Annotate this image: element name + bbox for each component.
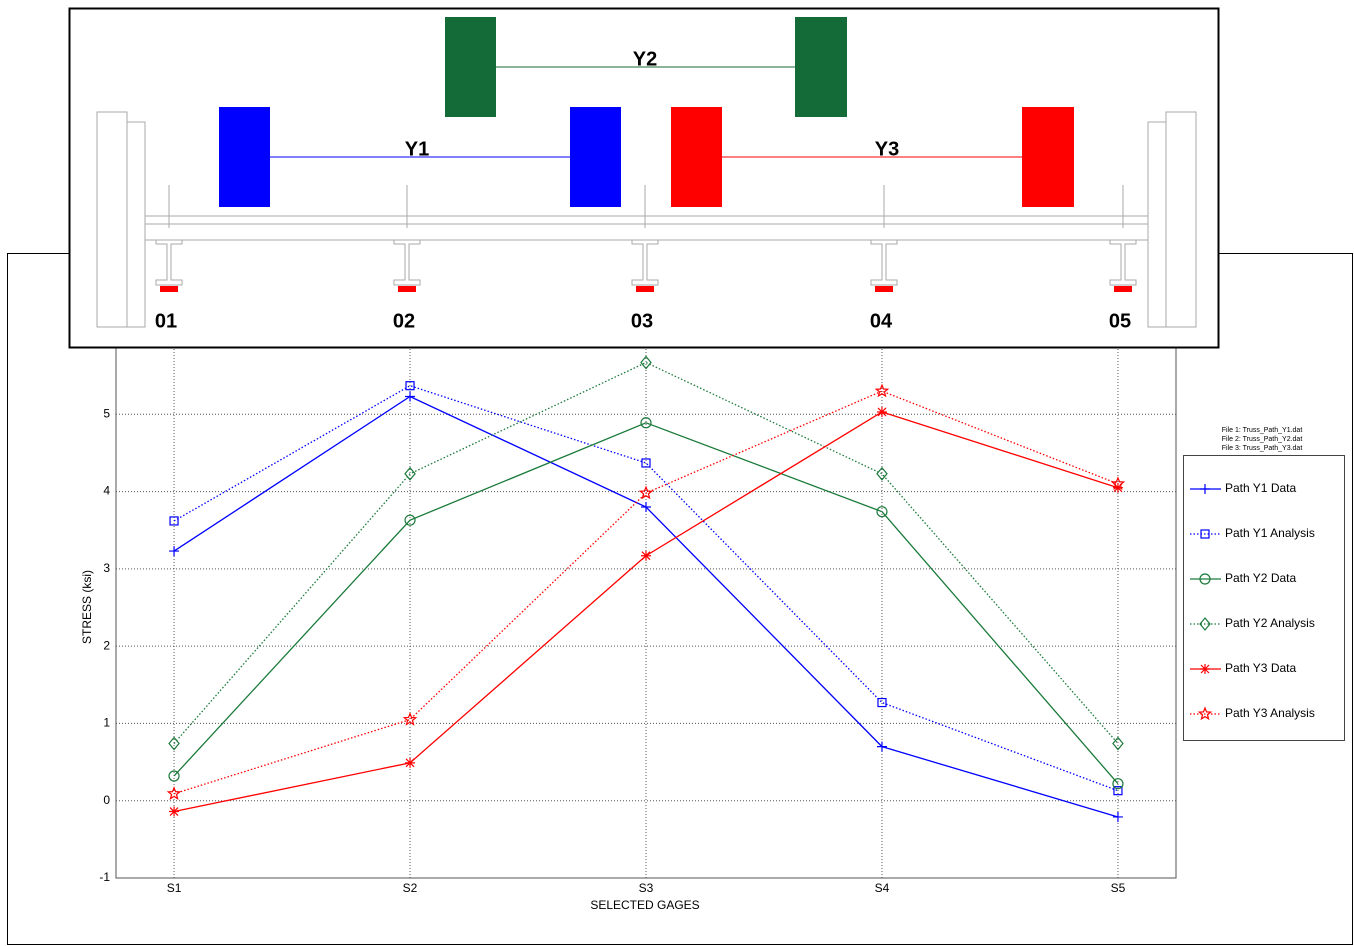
series-line bbox=[173, 422, 1119, 785]
marker bbox=[168, 736, 180, 751]
x-tick-label: S2 bbox=[403, 881, 418, 895]
file-note: File 3: Truss_Path_Y3.dat bbox=[1222, 445, 1303, 452]
marker bbox=[402, 711, 418, 726]
file-note: File 2: Truss_Path_Y2.dat bbox=[1222, 436, 1303, 443]
marker bbox=[1199, 617, 1211, 631]
girder bbox=[393, 239, 421, 286]
legend-label: Path Y2 Data bbox=[1225, 571, 1296, 585]
girder bbox=[631, 239, 659, 286]
y-tick-label: 0 bbox=[103, 793, 110, 807]
wheel bbox=[570, 107, 621, 207]
gage bbox=[160, 286, 178, 292]
wheel bbox=[671, 107, 722, 207]
marker bbox=[1112, 778, 1124, 790]
y-tick-label: 3 bbox=[103, 561, 110, 575]
series-line bbox=[173, 361, 1119, 744]
wheel bbox=[1022, 107, 1074, 207]
x-tick-label: S3 bbox=[639, 881, 654, 895]
marker bbox=[405, 757, 416, 768]
legend-label: Path Y1 Data bbox=[1225, 481, 1296, 495]
wheel bbox=[445, 17, 496, 117]
y-tick-label: -1 bbox=[99, 870, 110, 884]
marker bbox=[641, 502, 651, 513]
marker bbox=[1112, 736, 1124, 751]
bridge-diagram: Y1 Y2 Y3 01 02 03 04 05 bbox=[68, 7, 1220, 349]
gage-label: 02 bbox=[393, 310, 415, 332]
marker bbox=[876, 741, 887, 752]
marker bbox=[874, 383, 890, 398]
gage bbox=[636, 286, 654, 292]
marker bbox=[876, 466, 888, 481]
legend-label: Path Y1 Analysis bbox=[1225, 526, 1315, 540]
girder bbox=[1109, 239, 1137, 286]
path-label: Y3 bbox=[875, 138, 899, 160]
marker bbox=[1110, 476, 1126, 491]
marker bbox=[641, 458, 651, 468]
x-tick-label: S1 bbox=[167, 881, 182, 895]
legend-box bbox=[1183, 455, 1345, 741]
marker bbox=[169, 546, 180, 557]
x-tick-label: S4 bbox=[875, 881, 890, 895]
marker bbox=[638, 485, 654, 500]
marker bbox=[1113, 786, 1123, 796]
marker bbox=[640, 417, 652, 429]
girder bbox=[870, 239, 898, 286]
marker bbox=[1199, 573, 1211, 585]
wheel bbox=[795, 17, 847, 117]
gage-label: 03 bbox=[631, 310, 653, 332]
marker bbox=[1112, 482, 1123, 493]
y-tick-label: 1 bbox=[103, 716, 110, 730]
gage bbox=[398, 286, 416, 292]
wheel bbox=[219, 107, 270, 207]
legend-label: Path Y3 Data bbox=[1225, 661, 1296, 675]
marker bbox=[876, 406, 887, 417]
gage bbox=[1114, 286, 1132, 292]
marker bbox=[641, 550, 651, 561]
chart: SELECTED GAGES STRESS (ksi) File 1: Trus… bbox=[7, 253, 1353, 945]
legend-label: Path Y2 Analysis bbox=[1225, 616, 1315, 630]
file-note: File 1: Truss_Path_Y1.dat bbox=[1222, 427, 1303, 434]
x-axis-title: SELECTED GAGES bbox=[590, 898, 699, 912]
chart-frame bbox=[7, 253, 1353, 945]
marker bbox=[1197, 706, 1213, 721]
y-tick-label: 4 bbox=[103, 484, 110, 498]
path-label: Y1 bbox=[405, 138, 429, 160]
marker bbox=[876, 506, 888, 518]
gage-label: 05 bbox=[1109, 310, 1131, 332]
y-axis-title: STRESS (ksi) bbox=[80, 570, 94, 644]
path-label: Y2 bbox=[633, 48, 657, 70]
marker bbox=[166, 786, 182, 800]
marker bbox=[1112, 811, 1123, 822]
series-line bbox=[173, 390, 1119, 795]
y-tick-label: 5 bbox=[103, 406, 110, 420]
gage bbox=[875, 286, 893, 292]
marker bbox=[1200, 664, 1210, 674]
girder bbox=[155, 239, 183, 286]
gage-label: 01 bbox=[155, 310, 177, 332]
y-tick-label: 2 bbox=[103, 638, 110, 652]
marker bbox=[877, 697, 887, 708]
marker bbox=[169, 806, 180, 817]
bridge-outline bbox=[96, 111, 1197, 328]
marker bbox=[404, 466, 416, 481]
legend-label: Path Y3 Analysis bbox=[1225, 706, 1315, 720]
x-tick-label: S5 bbox=[1111, 881, 1126, 895]
marker bbox=[1200, 484, 1210, 494]
marker bbox=[1200, 529, 1210, 539]
marker bbox=[404, 514, 416, 526]
marker bbox=[405, 381, 415, 391]
marker bbox=[405, 391, 416, 402]
marker bbox=[640, 355, 652, 370]
gage-label: 04 bbox=[870, 310, 893, 332]
marker bbox=[169, 516, 179, 526]
marker bbox=[168, 770, 180, 782]
